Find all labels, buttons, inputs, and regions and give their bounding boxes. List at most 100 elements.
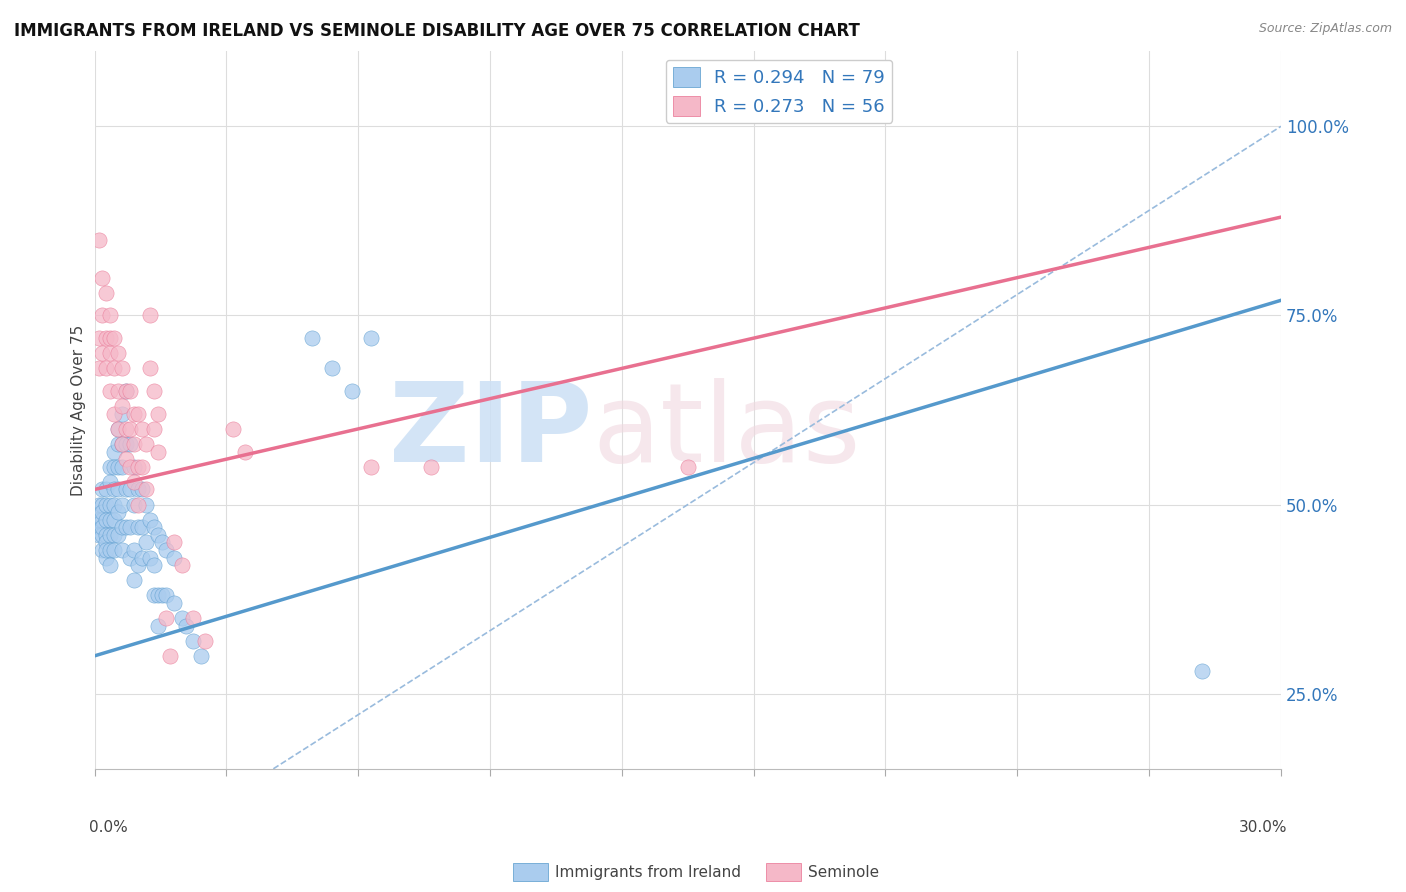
Point: [115, 384, 138, 398]
Point: [103, 407, 125, 421]
Point: [103, 444, 125, 458]
Point: [111, 399, 134, 413]
Point: [127, 520, 149, 534]
Point: [155, 588, 177, 602]
Text: 0.0%: 0.0%: [89, 820, 128, 835]
Point: [139, 550, 162, 565]
Point: [419, 459, 441, 474]
Point: [127, 483, 149, 497]
Point: [142, 558, 165, 572]
Point: [115, 483, 138, 497]
Point: [321, 361, 343, 376]
Point: [111, 520, 134, 534]
Point: [87, 498, 110, 512]
Point: [100, 475, 122, 489]
Point: [120, 437, 142, 451]
Point: [103, 331, 125, 345]
Point: [96, 535, 118, 549]
Point: [111, 498, 134, 512]
Point: [100, 346, 122, 360]
Point: [340, 384, 363, 398]
Point: [233, 444, 256, 458]
Point: [146, 618, 169, 632]
Point: [146, 528, 169, 542]
Point: [146, 407, 169, 421]
Point: [127, 558, 149, 572]
Point: [170, 611, 193, 625]
Point: [131, 459, 153, 474]
Point: [360, 331, 382, 345]
Point: [301, 331, 323, 345]
Text: IMMIGRANTS FROM IRELAND VS SEMINOLE DISABILITY AGE OVER 75 CORRELATION CHART: IMMIGRANTS FROM IRELAND VS SEMINOLE DISA…: [14, 22, 860, 40]
Point: [120, 422, 142, 436]
Point: [87, 520, 110, 534]
Text: Immigrants from Ireland: Immigrants from Ireland: [555, 865, 741, 880]
Point: [131, 550, 153, 565]
Point: [91, 270, 114, 285]
Point: [87, 233, 110, 247]
Point: [122, 573, 145, 587]
Point: [96, 550, 118, 565]
Point: [127, 459, 149, 474]
Point: [107, 384, 129, 398]
Point: [115, 452, 138, 467]
Point: [135, 498, 157, 512]
Point: [100, 558, 122, 572]
Point: [115, 520, 138, 534]
Point: [91, 483, 114, 497]
Point: [96, 528, 118, 542]
Point: [100, 498, 122, 512]
Point: [142, 422, 165, 436]
Point: [142, 588, 165, 602]
Point: [163, 535, 186, 549]
Point: [135, 483, 157, 497]
Point: [122, 498, 145, 512]
Point: [120, 520, 142, 534]
Point: [91, 513, 114, 527]
Point: [107, 528, 129, 542]
Point: [360, 459, 382, 474]
Text: Source: ZipAtlas.com: Source: ZipAtlas.com: [1258, 22, 1392, 36]
Point: [174, 618, 197, 632]
Point: [190, 648, 212, 663]
Point: [100, 528, 122, 542]
Point: [100, 384, 122, 398]
Point: [103, 498, 125, 512]
Text: Seminole: Seminole: [808, 865, 880, 880]
Point: [115, 437, 138, 451]
Point: [146, 444, 169, 458]
Y-axis label: Disability Age Over 75: Disability Age Over 75: [72, 325, 86, 496]
Point: [159, 648, 181, 663]
Point: [139, 513, 162, 527]
Point: [150, 535, 173, 549]
Point: [122, 475, 145, 489]
Point: [103, 459, 125, 474]
Point: [155, 543, 177, 558]
Point: [96, 498, 118, 512]
Point: [103, 528, 125, 542]
Point: [131, 422, 153, 436]
Point: [122, 543, 145, 558]
Point: [120, 483, 142, 497]
Point: [111, 437, 134, 451]
Point: [107, 437, 129, 451]
Point: [87, 528, 110, 542]
Point: [115, 422, 138, 436]
Text: atlas: atlas: [593, 378, 862, 485]
Point: [183, 611, 205, 625]
Point: [96, 361, 118, 376]
Point: [100, 309, 122, 323]
Point: [150, 588, 173, 602]
Point: [107, 459, 129, 474]
Point: [103, 513, 125, 527]
Point: [131, 520, 153, 534]
Point: [100, 459, 122, 474]
Point: [127, 407, 149, 421]
Point: [96, 513, 118, 527]
Point: [120, 550, 142, 565]
Point: [91, 505, 114, 519]
Point: [222, 422, 245, 436]
Legend: R = 0.294   N = 79, R = 0.273   N = 56: R = 0.294 N = 79, R = 0.273 N = 56: [665, 60, 893, 123]
Point: [103, 543, 125, 558]
Point: [96, 285, 118, 300]
